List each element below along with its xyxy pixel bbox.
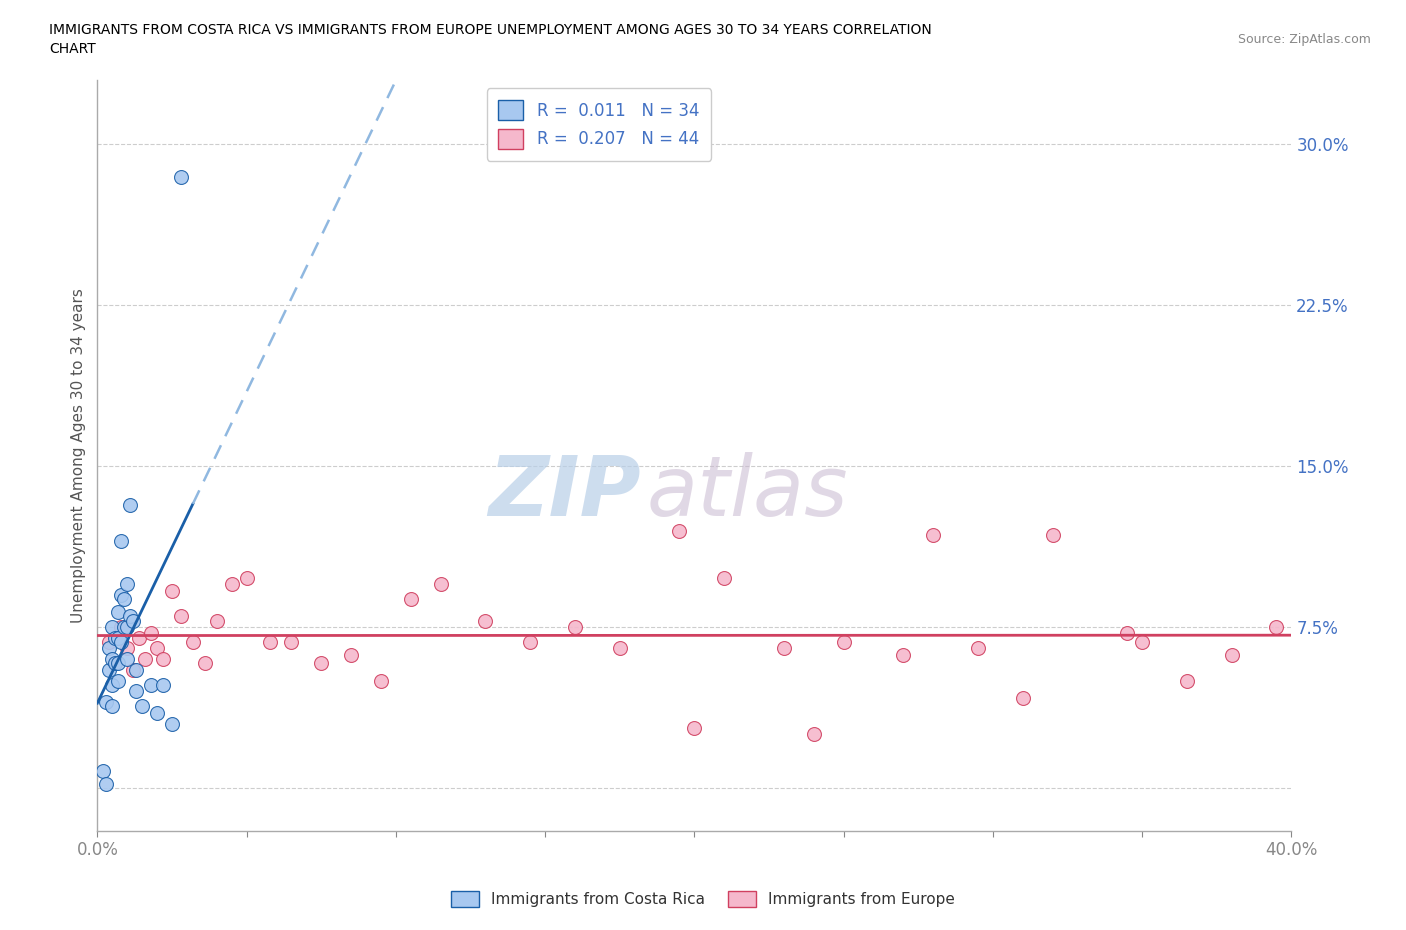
Point bbox=[609, 641, 631, 656]
Point bbox=[803, 727, 825, 742]
Point bbox=[101, 677, 124, 692]
Text: IMMIGRANTS FROM COSTA RICA VS IMMIGRANTS FROM EUROPE UNEMPLOYMENT AMONG AGES 30 : IMMIGRANTS FROM COSTA RICA VS IMMIGRANTS… bbox=[49, 23, 932, 37]
Point bbox=[125, 662, 148, 677]
Point bbox=[98, 662, 121, 677]
Point bbox=[101, 699, 124, 714]
Point bbox=[104, 656, 127, 671]
Point bbox=[474, 613, 496, 628]
Point bbox=[115, 652, 138, 667]
Point bbox=[107, 656, 129, 671]
Point bbox=[922, 527, 945, 542]
Point bbox=[125, 684, 148, 698]
Point bbox=[683, 721, 706, 736]
Point bbox=[370, 673, 392, 688]
Point bbox=[1220, 647, 1243, 662]
Point bbox=[160, 716, 183, 731]
Text: CHART: CHART bbox=[49, 42, 96, 56]
Point bbox=[98, 641, 121, 656]
Point bbox=[110, 534, 132, 549]
Point bbox=[152, 677, 174, 692]
Point bbox=[91, 764, 114, 778]
Legend: Immigrants from Costa Rica, Immigrants from Europe: Immigrants from Costa Rica, Immigrants f… bbox=[446, 884, 960, 913]
Point bbox=[107, 604, 129, 619]
Point bbox=[146, 705, 169, 720]
Point bbox=[309, 656, 332, 671]
Point bbox=[181, 634, 204, 649]
Point bbox=[1042, 527, 1064, 542]
Point bbox=[205, 613, 228, 628]
Text: atlas: atlas bbox=[647, 453, 848, 534]
Point bbox=[160, 583, 183, 598]
Point bbox=[112, 591, 135, 606]
Point bbox=[1265, 619, 1288, 634]
Point bbox=[107, 673, 129, 688]
Point bbox=[110, 588, 132, 603]
Point bbox=[122, 613, 145, 628]
Point bbox=[104, 656, 127, 671]
Point bbox=[146, 641, 169, 656]
Point bbox=[280, 634, 302, 649]
Point bbox=[1116, 626, 1139, 641]
Point bbox=[110, 619, 132, 634]
Point bbox=[98, 634, 121, 649]
Point bbox=[713, 570, 735, 585]
Point bbox=[221, 577, 243, 591]
Point bbox=[134, 652, 156, 667]
Point bbox=[139, 626, 162, 641]
Point bbox=[101, 619, 124, 634]
Point bbox=[1011, 690, 1033, 705]
Point bbox=[668, 523, 690, 538]
Point bbox=[170, 609, 193, 624]
Point bbox=[1175, 673, 1198, 688]
Point bbox=[429, 577, 451, 591]
Point bbox=[120, 498, 142, 512]
Point bbox=[235, 570, 257, 585]
Point bbox=[399, 591, 422, 606]
Point bbox=[128, 631, 150, 645]
Point bbox=[891, 647, 914, 662]
Point bbox=[131, 699, 153, 714]
Point bbox=[115, 619, 138, 634]
Y-axis label: Unemployment Among Ages 30 to 34 years: Unemployment Among Ages 30 to 34 years bbox=[72, 288, 86, 623]
Point bbox=[967, 641, 990, 656]
Point bbox=[104, 631, 127, 645]
Point bbox=[170, 169, 193, 184]
Text: ZIP: ZIP bbox=[488, 453, 641, 534]
Point bbox=[110, 634, 132, 649]
Point bbox=[259, 634, 281, 649]
Point bbox=[832, 634, 855, 649]
Point bbox=[340, 647, 363, 662]
Point bbox=[101, 652, 124, 667]
Point bbox=[96, 777, 118, 791]
Point bbox=[773, 641, 796, 656]
Point bbox=[519, 634, 541, 649]
Point bbox=[122, 662, 145, 677]
Point bbox=[564, 619, 586, 634]
Point bbox=[152, 652, 174, 667]
Point bbox=[115, 577, 138, 591]
Point bbox=[1130, 634, 1153, 649]
Legend: R =  0.011   N = 34, R =  0.207   N = 44: R = 0.011 N = 34, R = 0.207 N = 44 bbox=[486, 88, 711, 161]
Point bbox=[194, 656, 217, 671]
Point bbox=[120, 609, 142, 624]
Point bbox=[96, 695, 118, 710]
Point bbox=[112, 619, 135, 634]
Point bbox=[115, 641, 138, 656]
Point bbox=[107, 631, 129, 645]
Text: Source: ZipAtlas.com: Source: ZipAtlas.com bbox=[1237, 33, 1371, 46]
Point bbox=[139, 677, 162, 692]
